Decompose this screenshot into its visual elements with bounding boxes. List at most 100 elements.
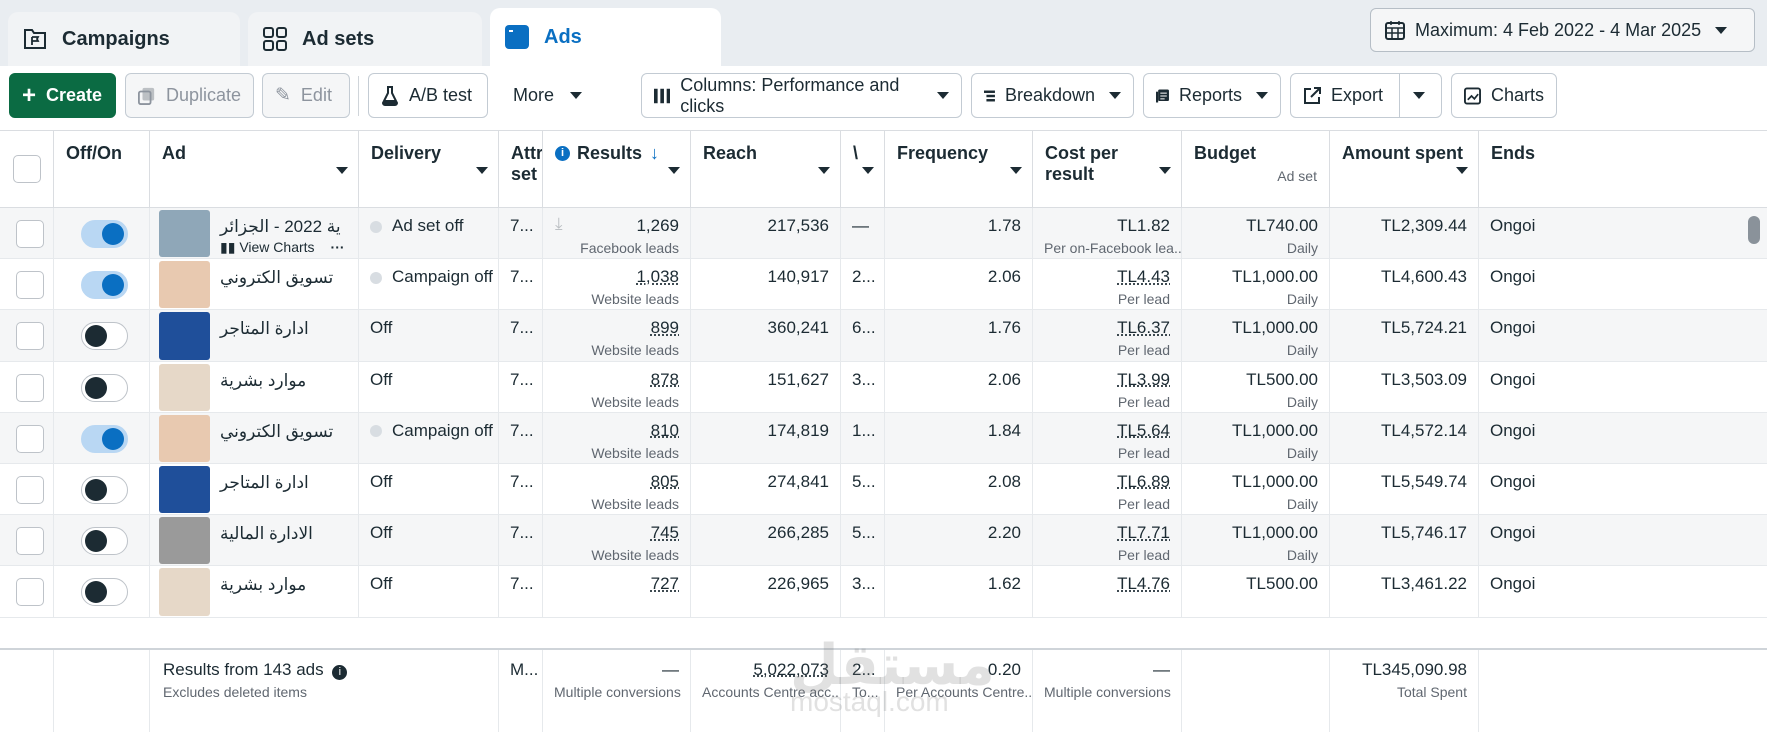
budget-value[interactable]: TL1,000.00	[1193, 523, 1318, 543]
ad-name[interactable]: تسويق الكتروني	[220, 422, 333, 442]
breakdown-button[interactable]: Breakdown	[971, 73, 1134, 118]
table-row[interactable]: الادارة المالية Off 7... 745 Website leads 26…	[0, 515, 1767, 566]
ab-test-button[interactable]: A/B test	[368, 73, 488, 118]
col-onoff[interactable]: Off/On	[54, 131, 150, 209]
export-options-chevron-icon[interactable]	[1413, 92, 1425, 99]
row-ad-cell[interactable]: تسويق الكتروني	[150, 413, 359, 463]
cost-value[interactable]: TL6.89	[1044, 472, 1170, 492]
row-ad-cell[interactable]: الادارة المالية	[150, 515, 359, 565]
ad-name[interactable]: ية 2022 - الجزائر	[220, 217, 341, 237]
date-range-picker[interactable]: Maximum: 4 Feb 2022 - 4 Mar 2025	[1370, 8, 1755, 52]
budget-value[interactable]: TL1,000.00	[1193, 318, 1318, 338]
cost-value[interactable]: TL5.64	[1044, 421, 1170, 441]
table-row[interactable]: ادارة المتاجر Off 7... 805 Website leads 274,…	[0, 464, 1767, 515]
ad-status-toggle[interactable]	[81, 476, 128, 504]
budget-value[interactable]: TL500.00	[1193, 370, 1318, 390]
ad-thumbnail[interactable]	[159, 312, 210, 359]
col-attribution[interactable]: Attr set	[499, 131, 543, 209]
budget-value[interactable]: TL740.00	[1193, 216, 1318, 236]
results-value[interactable]: 810	[554, 421, 679, 441]
ad-name[interactable]: ادارة المتاجر	[220, 473, 309, 493]
duplicate-button[interactable]: Duplicate	[125, 73, 254, 118]
col-ad[interactable]: Ad	[150, 131, 359, 209]
ad-status-toggle[interactable]	[81, 374, 128, 402]
budget-value[interactable]: TL1,000.00	[1193, 267, 1318, 287]
ad-thumbnail[interactable]	[159, 415, 210, 462]
table-row[interactable]: موارد بشرية Off 7... 727 226,965 3... 1.62 TL4.…	[0, 566, 1767, 617]
ad-name[interactable]: ادارة المتاجر	[220, 319, 309, 339]
col-budget[interactable]: Budget Ad set	[1182, 131, 1330, 209]
ad-status-toggle[interactable]	[81, 527, 128, 555]
cost-value[interactable]: TL6.37	[1044, 318, 1170, 338]
col-results[interactable]: i Results ↓	[543, 131, 691, 209]
cost-value[interactable]: TL4.43	[1044, 267, 1170, 287]
row-checkbox[interactable]	[16, 322, 44, 350]
col-reach[interactable]: Reach	[691, 131, 841, 209]
ad-name[interactable]: موارد بشرية	[220, 371, 306, 391]
row-ad-cell[interactable]: موارد بشرية	[150, 362, 359, 412]
ad-thumbnail[interactable]	[159, 210, 210, 257]
create-button[interactable]: + Create	[9, 73, 116, 118]
ad-status-toggle[interactable]	[81, 322, 128, 350]
cost-value[interactable]: TL4.76	[1044, 574, 1170, 594]
ad-thumbnail[interactable]	[159, 466, 210, 513]
ad-status-toggle[interactable]	[81, 425, 128, 453]
sort-caret-icon[interactable]	[1159, 167, 1171, 174]
table-row[interactable]: تسويق الكتروني Campaign off 7... 1,038 Websi…	[0, 259, 1767, 310]
ad-name[interactable]: تسويق الكتروني	[220, 268, 333, 288]
budget-value[interactable]: TL1,000.00	[1193, 421, 1318, 441]
more-button[interactable]: More	[500, 73, 600, 118]
tab-ads[interactable]: Ads	[490, 8, 721, 66]
row-checkbox[interactable]	[16, 476, 44, 504]
info-icon[interactable]: i	[555, 146, 570, 161]
row-checkbox[interactable]	[16, 220, 44, 248]
col-cost-per-result[interactable]: Cost per result	[1033, 131, 1182, 209]
more-options-icon[interactable]: ···	[331, 239, 345, 255]
row-ad-cell[interactable]: ادارة المتاجر	[150, 464, 359, 514]
sort-caret-icon[interactable]	[668, 167, 680, 174]
row-ad-cell[interactable]: ية 2022 - الجزائر ▮▮ View Charts ···	[150, 208, 359, 258]
sort-caret-icon[interactable]	[336, 167, 348, 174]
cost-value[interactable]: TL1.82	[1044, 216, 1170, 236]
results-value[interactable]: 1,038	[554, 267, 679, 287]
results-value[interactable]: 805	[554, 472, 679, 492]
ad-name[interactable]: الادارة المالية	[220, 524, 313, 544]
ad-status-toggle[interactable]	[81, 271, 128, 299]
vertical-scrollbar[interactable]	[1748, 216, 1760, 244]
ad-thumbnail[interactable]	[159, 261, 210, 308]
sort-caret-icon[interactable]	[476, 167, 488, 174]
ad-thumbnail[interactable]	[159, 568, 210, 615]
tab-campaigns[interactable]: Campaigns	[8, 12, 240, 66]
cost-value[interactable]: TL3.99	[1044, 370, 1170, 390]
columns-button[interactable]: Columns: Performance and clicks	[641, 73, 962, 118]
table-row[interactable]: ادارة المتاجر Off 7... 899 Website leads 360,…	[0, 310, 1767, 361]
row-ad-cell[interactable]: ادارة المتاجر	[150, 310, 359, 360]
ad-thumbnail[interactable]	[159, 517, 210, 564]
results-value[interactable]: 899	[554, 318, 679, 338]
row-checkbox[interactable]	[16, 527, 44, 555]
ad-thumbnail[interactable]	[159, 364, 210, 411]
ad-status-toggle[interactable]	[81, 220, 128, 248]
export-button[interactable]: Export	[1290, 73, 1442, 118]
sort-caret-icon[interactable]	[818, 167, 830, 174]
budget-value[interactable]: TL500.00	[1193, 574, 1318, 594]
results-value[interactable]: 745	[554, 523, 679, 543]
row-checkbox[interactable]	[16, 374, 44, 402]
row-checkbox[interactable]	[16, 425, 44, 453]
sort-caret-icon[interactable]	[1010, 167, 1022, 174]
row-ad-cell[interactable]: موارد بشرية	[150, 566, 359, 616]
results-value[interactable]: 1,269	[554, 216, 679, 236]
sort-descending-arrow-icon[interactable]: ↓	[650, 143, 659, 164]
row-ad-cell[interactable]: تسويق الكتروني	[150, 259, 359, 309]
col-delivery[interactable]: Delivery	[359, 131, 499, 209]
col-impressions[interactable]: \	[841, 131, 885, 209]
charts-button[interactable]: Charts	[1451, 73, 1557, 118]
cost-value[interactable]: TL7.71	[1044, 523, 1170, 543]
table-row[interactable]: ية 2022 - الجزائر ▮▮ View Charts ··· Ad set…	[0, 208, 1767, 259]
edit-button[interactable]: ✎ Edit	[262, 73, 350, 118]
results-value[interactable]: 878	[554, 370, 679, 390]
info-icon[interactable]: i	[332, 665, 347, 680]
ad-status-toggle[interactable]	[81, 578, 128, 606]
table-row[interactable]: موارد بشرية Off 7... 878 Website leads 151,62…	[0, 362, 1767, 413]
reports-button[interactable]: Reports	[1143, 73, 1281, 118]
